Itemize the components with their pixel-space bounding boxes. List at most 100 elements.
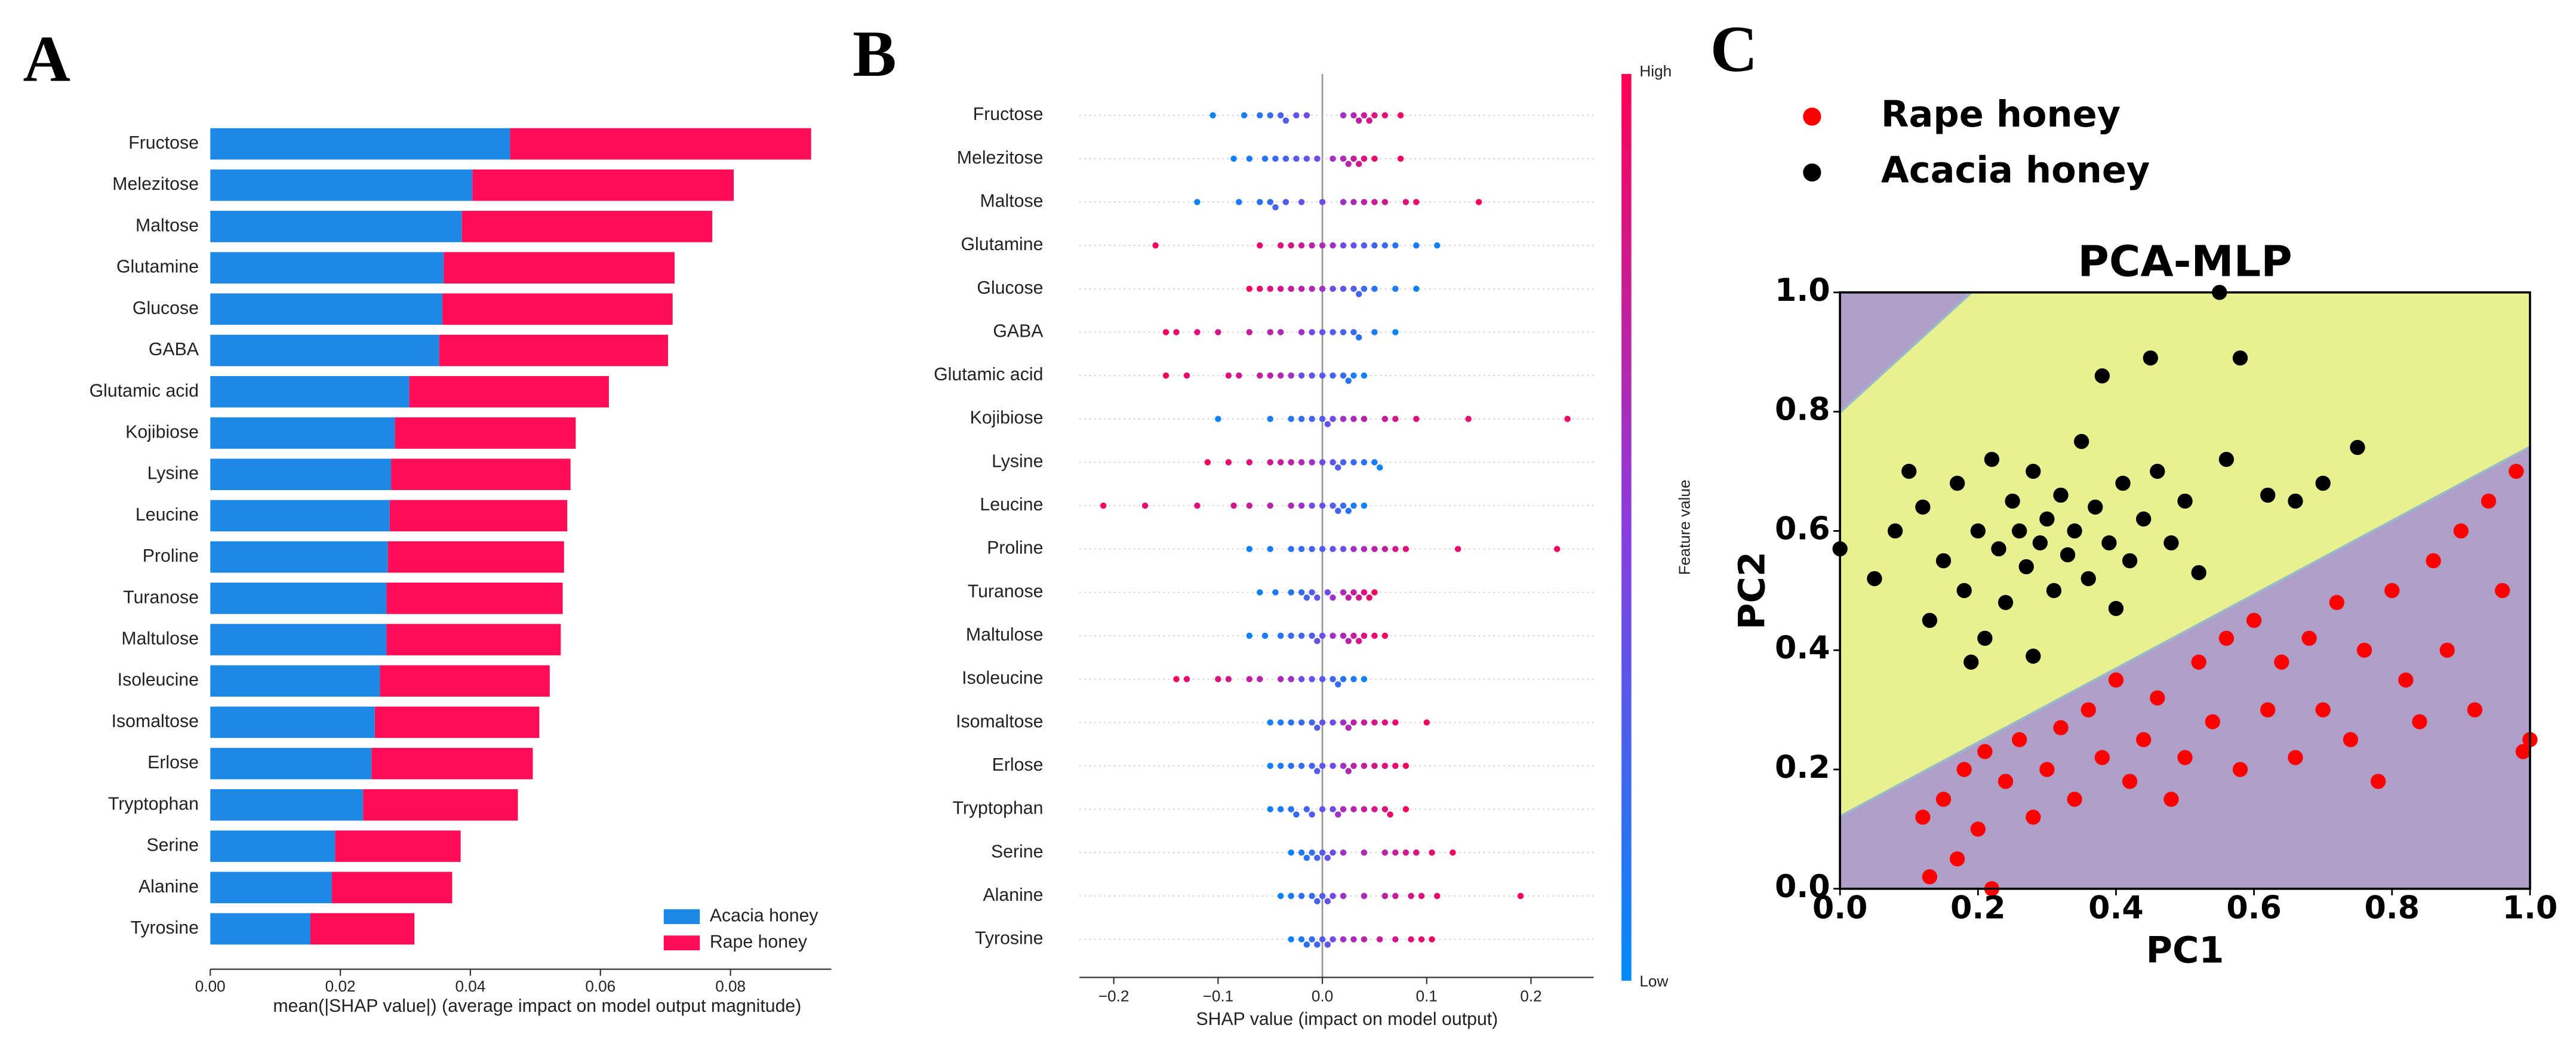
swarm-dot — [1381, 632, 1389, 639]
scatter-point — [1970, 821, 1986, 837]
swarm-dot — [1371, 589, 1378, 596]
swarm-dot — [1381, 719, 1389, 726]
bar — [510, 128, 811, 160]
y-tick-label: Erlose — [147, 753, 199, 772]
swarm-dot — [1350, 936, 1357, 943]
swarm-dot — [1309, 762, 1315, 769]
swarm-dot — [1277, 892, 1284, 900]
swarm-dot — [1418, 936, 1425, 943]
y-tick-label: Glutamic acid — [934, 365, 1043, 384]
swarm-dot — [1309, 502, 1315, 509]
x-tick-label: 0.00 — [195, 977, 226, 995]
swarm-dot — [1267, 199, 1273, 205]
swarm-dot — [1309, 719, 1315, 726]
scatter-point — [2150, 690, 2165, 706]
scatter-point — [2081, 702, 2096, 718]
swarm-dot — [1267, 372, 1273, 379]
swarm-dot — [1209, 112, 1216, 119]
bar — [374, 706, 540, 738]
swarm-dot — [1230, 155, 1237, 162]
swarm-dot — [1162, 372, 1169, 379]
swarm-dot — [1361, 285, 1368, 292]
legend-swatch — [663, 909, 700, 924]
y-tick-label: Kojibiose — [970, 408, 1044, 428]
scatter-point — [2053, 720, 2069, 735]
scatter-point — [2094, 368, 2110, 384]
scatter-point — [2115, 475, 2131, 491]
bar — [210, 128, 510, 160]
plots: Fructose Melezitose Maltose Glutamine Glucos… — [90, 62, 2558, 1029]
x-tick-label: −0.2 — [1098, 987, 1129, 1005]
swarm-dot — [1329, 632, 1336, 639]
swarm-dot — [1288, 676, 1294, 682]
scatter-point — [2274, 654, 2289, 670]
swarm-dot — [1319, 676, 1326, 682]
scatter-point — [2329, 595, 2344, 610]
swarm-dot — [1277, 329, 1284, 335]
swarm-dot — [1288, 892, 1294, 900]
swarm-dot — [1371, 199, 1378, 205]
swarm-dot — [1272, 155, 1279, 162]
y-tick-label: Alanine — [983, 885, 1043, 905]
swarm-dot — [1319, 415, 1326, 422]
swarm-dot — [1257, 676, 1263, 682]
y-tick-label: Isomaltose — [112, 712, 199, 731]
scatter-point — [2108, 601, 2124, 616]
swarm-dot — [1288, 719, 1294, 726]
swarm-dot — [1309, 676, 1315, 682]
swarm-dot — [1314, 768, 1321, 774]
scatter-point — [2067, 792, 2082, 807]
swarm-dot — [1350, 806, 1357, 812]
swarm-dot — [1215, 415, 1221, 422]
swarm-dot — [1381, 849, 1389, 856]
swarm-dot — [1288, 415, 1294, 422]
y-tick-label: Proline — [143, 546, 199, 566]
swarm-dot — [1288, 502, 1294, 509]
swarm-dot — [1303, 854, 1310, 861]
y-tick-label: Glucose — [977, 278, 1043, 298]
scatter-point — [2108, 672, 2124, 688]
swarm-dot — [1173, 329, 1180, 335]
swarm-dot — [1350, 719, 1357, 726]
bar — [210, 252, 444, 284]
swarm-dot — [1257, 112, 1263, 119]
swarm-dot — [1361, 242, 1368, 249]
bar — [210, 334, 439, 367]
swarm-dot — [1324, 898, 1331, 904]
swarm-dot — [1257, 242, 1263, 249]
swarm-dot — [1329, 459, 1336, 466]
scatter-point — [2191, 654, 2206, 670]
scatter-point — [2032, 535, 2048, 551]
legend-marker — [1803, 107, 1821, 126]
y-tick-label: Maltulose — [966, 625, 1044, 645]
swarm-dot — [1340, 329, 1347, 335]
swarm-dot — [1402, 849, 1409, 856]
swarm-dot — [1340, 762, 1347, 769]
swarm-dot — [1340, 459, 1347, 466]
swarm-dot — [1246, 502, 1253, 509]
x-tick-label: 0.8 — [2364, 890, 2420, 926]
swarm-dot — [1340, 155, 1347, 162]
scatter-point — [2315, 702, 2331, 718]
swarm-dot — [1324, 421, 1331, 427]
swarm-dot — [1288, 589, 1294, 596]
scatter-point — [2163, 535, 2179, 551]
y-tick-label: Tyrosine — [975, 929, 1043, 949]
swarm-dot — [1371, 459, 1378, 466]
scatter-point — [2343, 732, 2359, 747]
swarm-dot — [1261, 155, 1269, 162]
scatter-point — [1922, 869, 1938, 885]
swarm-dot — [1309, 811, 1315, 818]
swarm-dot — [1329, 892, 1336, 900]
swarm-dot — [1465, 415, 1472, 422]
x-tick-label: 0.2 — [1950, 890, 2006, 926]
y-tick-label: Isomaltose — [956, 712, 1043, 731]
swarm-dot — [1392, 285, 1399, 292]
scatter-point — [2515, 744, 2531, 759]
scatter-point — [2026, 463, 2041, 479]
scatter-point — [1977, 744, 1993, 759]
swarm-dot — [1309, 849, 1315, 856]
bar — [210, 747, 372, 780]
bar — [409, 375, 609, 408]
bar — [210, 789, 364, 821]
